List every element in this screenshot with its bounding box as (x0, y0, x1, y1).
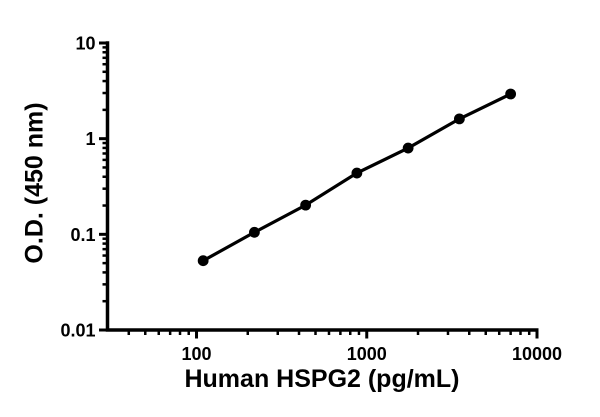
y-tick-label: 1 (85, 129, 95, 149)
data-point (453, 113, 465, 125)
data-point (402, 142, 414, 154)
x-tick-label: 10000 (512, 344, 562, 364)
y-tick-label: 10 (75, 34, 95, 54)
y-axis-title: O.D. (450 nm) (20, 102, 49, 264)
data-point (197, 255, 209, 267)
x-axis-title: Human HSPG2 (pg/mL) (184, 365, 460, 393)
data-point (351, 167, 363, 179)
data-point (505, 88, 517, 100)
y-tick-label: 0.01 (60, 321, 95, 341)
axis-frame (105, 41, 539, 332)
x-tick-label: 1000 (347, 344, 387, 364)
x-tick-label: 100 (181, 344, 211, 364)
data-point (300, 199, 312, 211)
y-tick-label: 0.1 (70, 225, 95, 245)
data-point (249, 226, 260, 238)
